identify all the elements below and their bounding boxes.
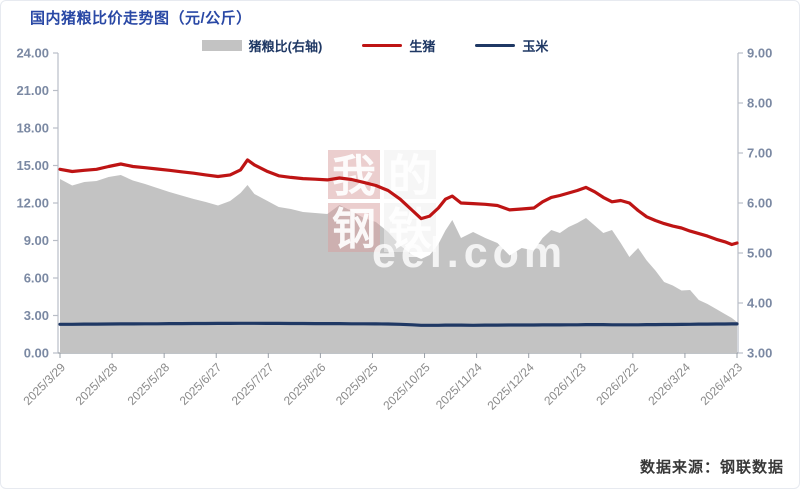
right-axis-tick-label: 5.00 — [747, 246, 772, 261]
left-axis-tick-label: 6.00 — [24, 271, 49, 286]
left-axis-tick-label: 15.00 — [16, 158, 49, 173]
right-axis-tick-label: 9.00 — [747, 46, 772, 61]
pig-price-line — [58, 158, 739, 247]
legend-label-pig: 生猪 — [409, 39, 436, 54]
legend-item-corn: 玉米 — [475, 36, 548, 55]
watermark-block — [384, 150, 436, 199]
watermark-char: 铁 — [388, 205, 432, 254]
legend: 猪粮比(右轴) 生猪 玉米 — [0, 36, 750, 55]
left-axis-tick-label: 18.00 — [16, 121, 49, 136]
x-axis-tick-label: 2025/9/25 — [333, 360, 381, 408]
watermark-text: eel.com — [372, 229, 567, 277]
corn-price-line — [58, 321, 739, 327]
left-axis-tick-label: 21.00 — [16, 83, 49, 98]
ratio-area-swatch — [201, 40, 242, 51]
watermark-char: 的 — [388, 152, 432, 201]
x-axis-tick-label: 2026/1/23 — [541, 360, 589, 408]
right-axis-tick-label: 3.00 — [747, 346, 772, 361]
x-axis-tick-label: 2025/4/28 — [73, 360, 121, 408]
watermark-char: 钢 — [332, 205, 376, 254]
watermark-block — [328, 203, 380, 252]
chart-title: 国内猪粮比价走势图（元/公斤） — [30, 10, 252, 27]
legend-item-pig: 生猪 — [362, 36, 435, 55]
x-axis-tick-label: 2026/3/24 — [645, 360, 693, 408]
right-axis-tick-label: 4.00 — [747, 296, 772, 311]
legend-label-ratio: 猪粮比(右轴) — [248, 39, 323, 54]
x-axis-tick-label: 2026/4/23 — [697, 360, 745, 408]
x-axis-tick-label: 2025/8/26 — [281, 360, 329, 408]
left-axis-tick-label: 0.00 — [24, 346, 49, 361]
left-axis-tick-label: 12.00 — [16, 196, 49, 211]
x-axis-tick-label: 2025/12/24 — [484, 360, 537, 413]
right-axis-tick-label: 6.00 — [747, 196, 772, 211]
x-axis-tick-label: 2025/3/29 — [20, 360, 68, 408]
x-axis-tick-label: 2026/2/22 — [593, 360, 641, 408]
ratio-area — [60, 175, 737, 353]
right-axis-tick-label: 8.00 — [747, 96, 772, 111]
x-axis-tick-label: 2025/6/27 — [177, 360, 225, 408]
left-axis-tick-label: 24.00 — [16, 46, 49, 61]
x-axis-tick-label: 2025/5/28 — [125, 360, 173, 408]
legend-item-ratio: 猪粮比(右轴) — [201, 36, 323, 55]
left-axis-tick-label: 9.00 — [24, 233, 49, 248]
right-axis-tick-label: 7.00 — [747, 146, 772, 161]
legend-label-corn: 玉米 — [522, 39, 549, 54]
watermark-char: 我 — [332, 152, 376, 201]
x-axis-tick-label: 2025/11/24 — [433, 360, 485, 412]
x-axis-tick-label: 2025/7/27 — [229, 360, 277, 408]
pig-line-swatch — [362, 43, 403, 48]
watermark-block — [384, 203, 436, 252]
data-source-note: 数据来源：钢联数据 — [639, 460, 784, 476]
corn-line-swatch — [475, 43, 516, 48]
left-axis-tick-label: 3.00 — [24, 308, 49, 323]
x-axis-tick-label: 2025/10/25 — [380, 360, 433, 413]
watermark-block — [328, 150, 380, 199]
